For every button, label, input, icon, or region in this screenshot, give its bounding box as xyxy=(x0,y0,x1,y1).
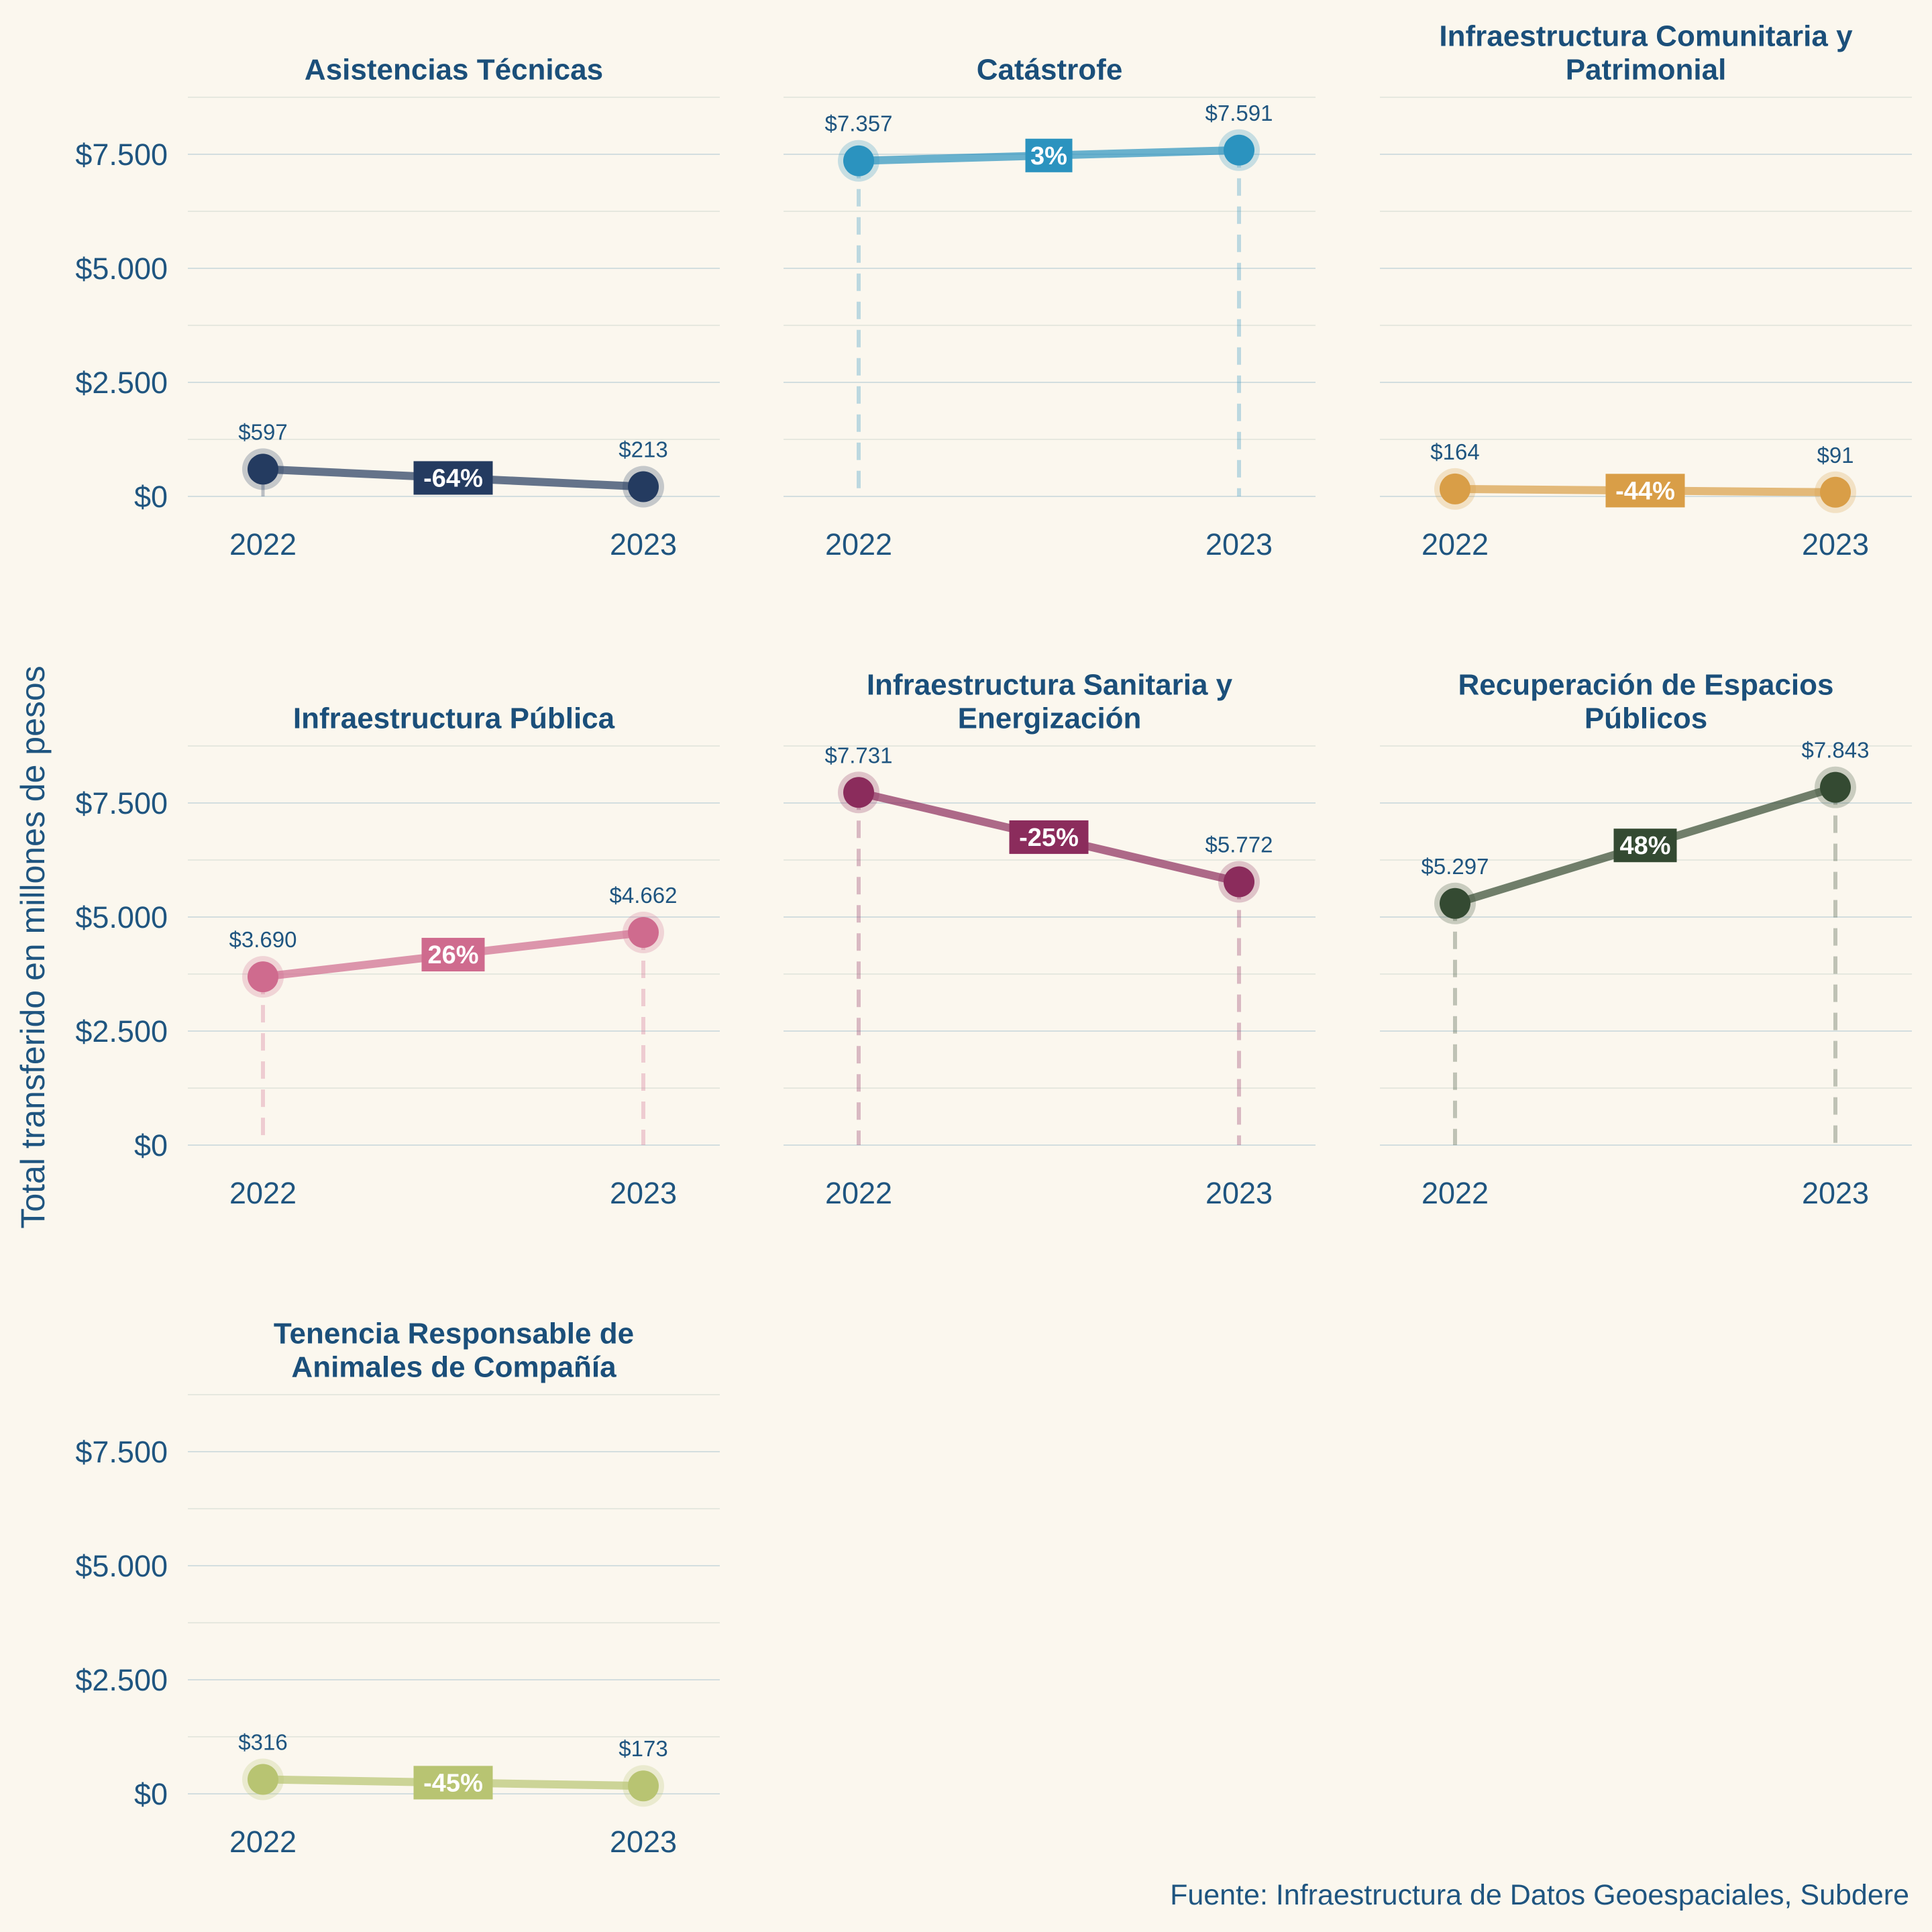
y-axis-title: Total transferido en millones de pesos xyxy=(14,665,52,1228)
change-label: 48% xyxy=(1619,832,1670,860)
data-point xyxy=(1224,866,1254,898)
y-tick-label: $0 xyxy=(134,480,168,514)
data-point xyxy=(1440,888,1470,919)
panel-title: Animales de Compañía xyxy=(291,1351,616,1384)
panel: $0 $2.500 $5.000 $7.500 Asistencias Técnicas… xyxy=(75,54,720,561)
x-tick-label: 2023 xyxy=(1802,527,1869,561)
data-label: $7.357 xyxy=(825,111,893,136)
data-label: $7.731 xyxy=(825,743,893,767)
data-point xyxy=(1440,473,1470,504)
data-label: $3.690 xyxy=(229,927,297,952)
data-label: $316 xyxy=(238,1730,287,1755)
data-label: $91 xyxy=(1817,443,1854,468)
data-label: $5.297 xyxy=(1421,854,1489,879)
panel-title: Infraestructura Pública xyxy=(293,702,615,735)
panel-title: Infraestructura Sanitaria y xyxy=(867,669,1233,702)
data-point xyxy=(248,961,278,993)
panel-title: Asistencias Técnicas xyxy=(305,54,603,87)
change-label: -64% xyxy=(423,464,483,492)
x-tick-label: 2022 xyxy=(1421,1176,1489,1210)
change-badge xyxy=(1009,820,1089,854)
data-point xyxy=(248,453,278,485)
chart-panels: $0 $2.500 $5.000 $7.500 Asistencias Técnicas… xyxy=(75,20,1912,1859)
x-tick-label: 2022 xyxy=(229,1176,297,1210)
x-tick-label: 2022 xyxy=(229,527,297,561)
data-point xyxy=(628,1770,659,1802)
change-label: -25% xyxy=(1019,824,1079,852)
data-point xyxy=(628,471,659,502)
data-point xyxy=(628,916,659,948)
panel: Catástrofe 2022 2023 $7.357 $7.591 3% xyxy=(784,54,1316,561)
panel-title: Recuperación de Espacios xyxy=(1458,669,1834,702)
y-tick-label: $0 xyxy=(134,1777,168,1811)
data-point xyxy=(1224,134,1254,166)
change-label: -45% xyxy=(423,1769,483,1797)
change-badge xyxy=(413,1766,493,1800)
source-note: Fuente: Infraestructura de Datos Geoespa… xyxy=(1170,1879,1909,1911)
panel-title: Energización xyxy=(958,702,1142,735)
data-point xyxy=(843,145,874,176)
data-label: $4.662 xyxy=(610,883,678,908)
change-badge xyxy=(1025,138,1073,172)
y-tick-label: $5.000 xyxy=(75,252,168,286)
change-label: 3% xyxy=(1030,142,1067,170)
y-tick-label: $5.000 xyxy=(75,900,168,934)
change-badge xyxy=(421,938,485,972)
change-badge xyxy=(413,461,493,495)
panel: Infraestructura Comunitaria yPatrimonial… xyxy=(1380,20,1912,561)
y-tick-label: $7.500 xyxy=(75,138,168,172)
panel: $0 $2.500 $5.000 $7.500 Tenencia Responsable… xyxy=(75,1318,720,1859)
change-badge xyxy=(1613,828,1677,863)
data-label: $213 xyxy=(619,437,667,462)
data-point xyxy=(248,1764,278,1795)
y-tick-label: $0 xyxy=(134,1128,168,1163)
data-point xyxy=(1820,771,1851,803)
panel-title: Infraestructura Comunitaria y xyxy=(1439,20,1853,53)
x-tick-label: 2022 xyxy=(229,1825,297,1859)
x-tick-label: 2023 xyxy=(1205,1176,1273,1210)
change-badge xyxy=(1605,474,1685,508)
x-tick-label: 2022 xyxy=(1421,527,1489,561)
y-tick-label: $2.500 xyxy=(75,366,168,400)
data-label: $7.843 xyxy=(1802,738,1870,763)
panel-title: Patrimonial xyxy=(1566,54,1727,87)
x-tick-label: 2022 xyxy=(825,527,892,561)
y-tick-label: $7.500 xyxy=(75,1435,168,1469)
y-tick-label: $2.500 xyxy=(75,1014,168,1049)
panel: $0 $2.500 $5.000 $7.500 Infraestructura Públ… xyxy=(75,702,720,1210)
y-tick-label: $2.500 xyxy=(75,1663,168,1697)
panel-title: Tenencia Responsable de xyxy=(274,1318,634,1350)
x-tick-label: 2023 xyxy=(610,527,677,561)
change-label: 26% xyxy=(427,941,478,969)
data-point xyxy=(1820,476,1851,508)
data-label: $7.591 xyxy=(1205,101,1273,125)
panel-title: Catástrofe xyxy=(977,54,1123,87)
data-label: $597 xyxy=(238,419,287,444)
data-point xyxy=(843,777,874,808)
x-tick-label: 2023 xyxy=(1802,1176,1869,1210)
x-tick-label: 2023 xyxy=(1205,527,1273,561)
data-label: $5.772 xyxy=(1205,833,1273,857)
panel-title: Públicos xyxy=(1585,702,1707,735)
data-label: $173 xyxy=(619,1736,667,1761)
x-tick-label: 2023 xyxy=(610,1825,677,1859)
data-label: $164 xyxy=(1430,439,1479,464)
x-tick-label: 2022 xyxy=(825,1176,892,1210)
x-tick-label: 2023 xyxy=(610,1176,677,1210)
y-tick-label: $7.500 xyxy=(75,786,168,820)
y-tick-label: $5.000 xyxy=(75,1549,168,1583)
change-label: -44% xyxy=(1615,477,1675,505)
